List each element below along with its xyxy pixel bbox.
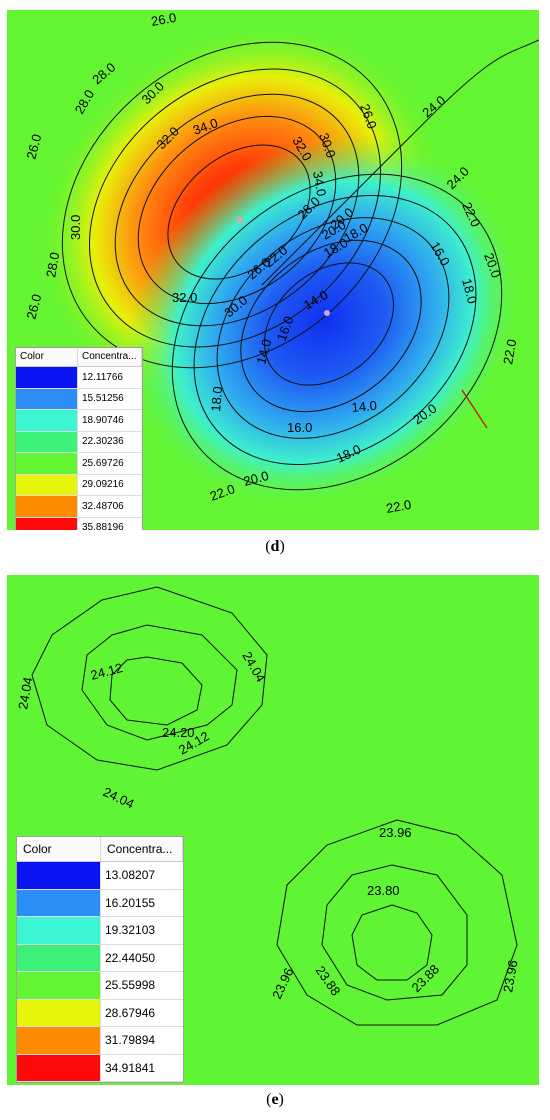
legend-swatch [16, 453, 78, 474]
legend-row[interactable]: 13.08207 [17, 862, 183, 890]
contour-label: 18.0 [208, 386, 225, 413]
legend-value: 19.32103 [105, 923, 156, 938]
legend-rows: 13.08207 16.20155 19.32103 22.44050 25.55998… [17, 862, 183, 1082]
panel-caption-e: (e) [266, 1091, 284, 1108]
legend-swatch [16, 496, 78, 517]
legend-swatch [17, 944, 101, 971]
legend-row[interactable]: 22.44050 [17, 944, 183, 972]
legend-swatch [16, 517, 78, 530]
contour-plot-d: 26.0 28.0 30.0 32.0 34.0 26.0 30.0 32.0 … [7, 10, 539, 530]
contour-label: 20.0 [242, 468, 270, 489]
legend-col-concentration[interactable]: Concentra... [101, 837, 183, 861]
contour-label: 26.0 [23, 132, 44, 160]
legend-value: 35.88196 [82, 522, 124, 530]
contour-label: 26.0 [23, 292, 44, 320]
source-point-low [324, 310, 330, 316]
legend-swatch [17, 889, 101, 916]
legend-value: 22.44050 [105, 950, 156, 965]
legend-swatch [17, 1027, 101, 1054]
legend-row[interactable]: 31.79894 [17, 1027, 183, 1055]
legend-value: 25.69726 [82, 457, 124, 469]
contour-label: 22.0 [385, 497, 413, 516]
legend-row[interactable]: 25.69726 [16, 453, 142, 475]
contour-label: 24.04 [15, 676, 35, 711]
legend-swatch [17, 862, 101, 889]
legend-swatch [17, 972, 101, 999]
legend-swatch [17, 917, 101, 944]
legend-col-color[interactable]: Color [17, 837, 101, 861]
section-marker [461, 389, 488, 429]
legend-swatch [17, 999, 101, 1026]
source-point-high [237, 217, 243, 223]
contour-label: 30.0 [68, 215, 83, 240]
contour-label: 28.0 [43, 251, 62, 279]
legend-value: 34.91841 [105, 1060, 156, 1075]
legend-col-concentration[interactable]: Concentra... [78, 348, 142, 366]
contour-label: 18.0 [459, 277, 480, 305]
legend-row[interactable]: 18.90746 [16, 410, 142, 432]
legend-row[interactable]: 22.30236 [16, 431, 142, 453]
contour-lines-e [31, 586, 518, 1026]
contour-label: 32.0 [172, 290, 197, 305]
contour-label: 23.96 [379, 825, 412, 840]
legend-swatch [16, 474, 78, 495]
legend-value: 13.08207 [105, 868, 156, 883]
contour-map-d: 26.0 28.0 30.0 32.0 34.0 26.0 30.0 32.0 … [7, 10, 539, 530]
legend-swatch [16, 388, 78, 409]
legend-swatch [16, 410, 78, 431]
legend-swatch [16, 367, 78, 388]
legend-row[interactable]: 25.55998 [17, 972, 183, 1000]
legend-value: 28.67946 [105, 1005, 156, 1020]
low-concentration-zone [125, 134, 525, 510]
legend-row[interactable]: 15.51256 [16, 388, 142, 410]
legend-swatch [16, 431, 78, 452]
panel-caption-d: (d) [265, 538, 285, 555]
contour-label: 26.0 [150, 10, 178, 29]
legend-value: 12.11766 [82, 371, 123, 383]
legend-row[interactable]: 16.20155 [17, 889, 183, 917]
contour-lines-d [61, 39, 539, 491]
legend-row[interactable]: 32.48706 [16, 496, 142, 518]
legend-value: 18.90746 [82, 414, 124, 426]
legend-value: 16.20155 [105, 895, 156, 910]
color-legend-d: Color Concentra... 12.11766 15.51256 18.90… [15, 347, 143, 530]
legend-row[interactable]: 29.09216 [16, 474, 142, 496]
contour-map-e: 24.04 24.12 24.04 24.20 24.12 24.04 23.9… [7, 575, 539, 1085]
legend-value: 25.55998 [105, 978, 156, 993]
contour-label: 16.0 [287, 420, 312, 435]
contour-label: 14.0 [351, 398, 378, 415]
legend-row[interactable]: 34.91841 [17, 1054, 183, 1082]
legend-col-color[interactable]: Color [16, 348, 78, 366]
legend-value: 32.48706 [82, 500, 124, 512]
legend-row[interactable]: 35.88196 [16, 517, 142, 530]
legend-row[interactable]: 28.67946 [17, 999, 183, 1027]
legend-rows: 12.11766 15.51256 18.90746 22.30236 25.69726… [16, 367, 142, 530]
contour-label: 24.20 [162, 725, 195, 740]
legend-row[interactable]: 19.32103 [17, 917, 183, 945]
color-legend-e: Color Concentra... 13.08207 16.20155 19.32… [16, 836, 184, 1083]
legend-value: 22.30236 [82, 436, 124, 448]
contour-label: 34.0 [310, 170, 329, 198]
legend-row[interactable]: 12.11766 [16, 367, 142, 389]
legend-header: Color Concentra... [17, 837, 183, 862]
contour-label: 23.80 [367, 883, 400, 898]
contour-label: 23.96 [500, 959, 520, 994]
legend-value: 15.51256 [82, 393, 124, 405]
legend-header: Color Concentra... [16, 348, 142, 367]
contour-label: 22.0 [500, 338, 519, 366]
contour-label: 14.0 [253, 337, 274, 365]
legend-swatch [17, 1054, 101, 1081]
legend-value: 29.09216 [82, 479, 124, 491]
legend-value: 31.79894 [105, 1033, 156, 1048]
contour-plot-e: 24.04 24.12 24.04 24.20 24.12 24.04 23.9… [7, 575, 539, 1085]
